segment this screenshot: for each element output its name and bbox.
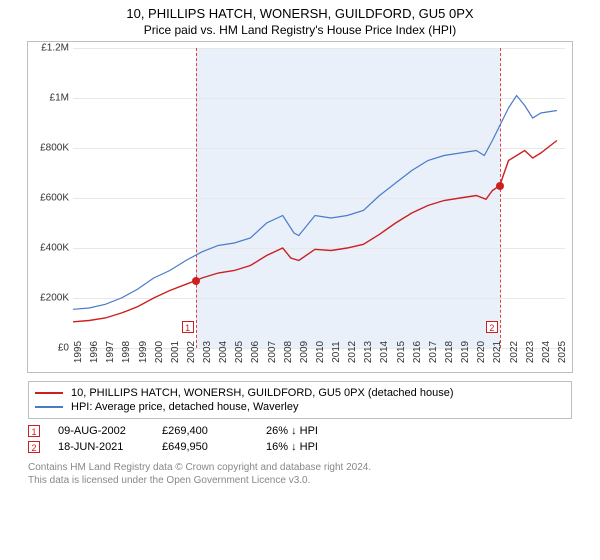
- sale-price: £649,950: [162, 441, 248, 453]
- y-axis-label: £1M: [50, 93, 69, 104]
- series-property: [73, 141, 557, 322]
- legend-label: 10, PHILLIPS HATCH, WONERSH, GUILDFORD, …: [71, 387, 453, 399]
- y-axis-label: £600K: [40, 193, 69, 204]
- footnote: Contains HM Land Registry data © Crown c…: [28, 461, 572, 487]
- series-hpi: [73, 96, 557, 310]
- sale-date: 18-JUN-2021: [58, 441, 144, 453]
- y-axis-label: £1.2M: [41, 43, 69, 54]
- footnote-line: This data is licensed under the Open Gov…: [28, 474, 572, 487]
- sale-delta: 16% ↓ HPI: [266, 441, 352, 453]
- chart-title: 10, PHILLIPS HATCH, WONERSH, GUILDFORD, …: [0, 0, 600, 21]
- sale-row: 2 18-JUN-2021 £649,950 16% ↓ HPI: [28, 439, 572, 455]
- y-axis-label: £400K: [40, 243, 69, 254]
- sale-data-table: 1 09-AUG-2002 £269,400 26% ↓ HPI 2 18-JU…: [28, 423, 572, 455]
- sale-delta: 26% ↓ HPI: [266, 425, 352, 437]
- y-axis-label: £0: [58, 343, 69, 354]
- price-chart: £0£200K£400K£600K£800K£1M£1.2M1995199619…: [27, 41, 573, 373]
- legend-label: HPI: Average price, detached house, Wave…: [71, 401, 298, 413]
- sale-date: 09-AUG-2002: [58, 425, 144, 437]
- plot-area: £0£200K£400K£600K£800K£1M£1.2M1995199619…: [73, 48, 565, 348]
- sale-marker-icon: 2: [28, 441, 40, 453]
- chart-subtitle: Price paid vs. HM Land Registry's House …: [0, 21, 600, 41]
- sale-row: 1 09-AUG-2002 £269,400 26% ↓ HPI: [28, 423, 572, 439]
- footnote-line: Contains HM Land Registry data © Crown c…: [28, 461, 572, 474]
- y-axis-label: £200K: [40, 293, 69, 304]
- sale-marker-icon: 1: [28, 425, 40, 437]
- y-axis-label: £800K: [40, 143, 69, 154]
- legend: 10, PHILLIPS HATCH, WONERSH, GUILDFORD, …: [28, 381, 572, 419]
- legend-swatch: [35, 392, 63, 394]
- sale-price: £269,400: [162, 425, 248, 437]
- series-lines: [73, 48, 565, 348]
- legend-item: HPI: Average price, detached house, Wave…: [35, 400, 565, 414]
- legend-swatch: [35, 406, 63, 408]
- legend-item: 10, PHILLIPS HATCH, WONERSH, GUILDFORD, …: [35, 386, 565, 400]
